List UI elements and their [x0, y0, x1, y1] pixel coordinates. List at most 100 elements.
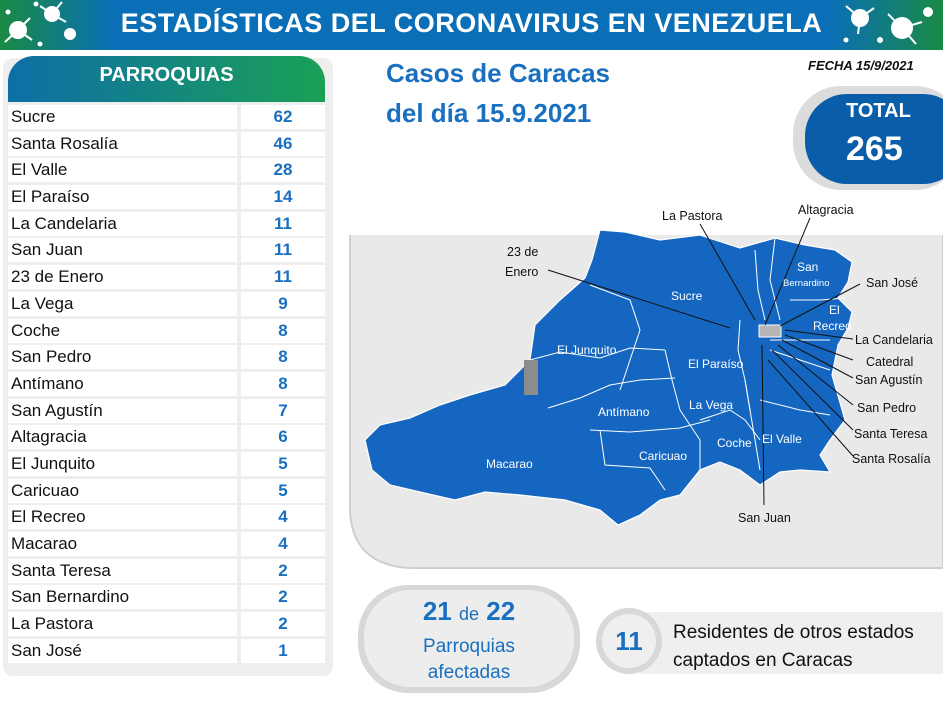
table-row: Coche 8 — [8, 318, 325, 345]
map-label-23-enero-1: 23 de — [507, 245, 538, 259]
parroquias-table: Sucre 62 Santa Rosalía 46 El Valle 28 El Pa… — [8, 104, 325, 664]
parish-cases: 28 — [241, 158, 325, 183]
map-label-san-bernardino-1: San — [797, 260, 818, 274]
map-label-antimano: Antímano — [598, 405, 650, 419]
caracas-map: La Pastora Altagracia 23 de Enero San Jo… — [349, 203, 943, 569]
affected-card — [364, 590, 574, 687]
table-row: El Recreo 4 — [8, 504, 325, 531]
table-row: San Juan 11 — [8, 237, 325, 264]
map-label-el-valle: El Valle — [762, 432, 802, 446]
map-label-altagracia: Altagracia — [798, 203, 854, 217]
table-row: La Vega 9 — [8, 291, 325, 318]
parish-cases: 8 — [241, 318, 325, 343]
table-row: El Junquito 5 — [8, 451, 325, 478]
parish-cases: 8 — [241, 345, 325, 370]
map-label-san-jose: San José — [866, 276, 918, 290]
parish-cases: 14 — [241, 185, 325, 210]
virus-icon — [4, 1, 76, 47]
total-badge — [805, 94, 943, 184]
map-label-el-recreo-1: El — [829, 303, 840, 317]
parish-cases: 46 — [241, 131, 325, 156]
date-label: FECHA 15/9/2021 — [808, 58, 914, 73]
residents-label-2: captados en Caracas — [673, 650, 853, 671]
parish-cases: 4 — [241, 532, 325, 556]
table-row: San Bernardino 2 — [8, 584, 325, 611]
table-heading: PARROQUIAS — [99, 64, 234, 86]
map-gap — [524, 360, 538, 395]
affected-total: 22 — [486, 596, 516, 626]
parish-name: Santa Teresa — [8, 558, 237, 583]
parish-name: 23 de Enero — [8, 265, 237, 290]
table-row: Sucre 62 — [8, 104, 325, 131]
map-label-santa-teresa: Santa Teresa — [854, 427, 927, 441]
affected-of: de — [458, 604, 480, 624]
map-label-23-enero-2: Enero — [505, 265, 538, 279]
page-title: ESTADÍSTICAS DEL CORONAVIRUS EN VENEZUEL… — [120, 8, 823, 38]
map-label-san-pedro: San Pedro — [857, 401, 916, 415]
table-row: Antímano 8 — [8, 371, 325, 398]
parish-cases: 5 — [241, 478, 325, 503]
residents-circle-inner — [602, 614, 656, 668]
parish-name: El Junquito — [8, 451, 237, 476]
parish-name: El Paraíso — [8, 185, 237, 210]
parish-cases: 2 — [241, 585, 325, 610]
parish-cases: 2 — [241, 612, 325, 637]
table-row: El Paraíso 14 — [8, 184, 325, 211]
table-row: 23 de Enero 11 — [8, 264, 325, 291]
table-row: San Agustín 7 — [8, 398, 325, 425]
parish-cases: 11 — [241, 211, 325, 236]
parish-cases: 9 — [241, 291, 325, 316]
cases-subtitle: del día 15.9.2021 — [386, 98, 592, 128]
affected-label-2: afectadas — [427, 662, 511, 683]
table-row: Altagracia 6 — [8, 424, 325, 451]
total-label: TOTAL — [846, 100, 911, 122]
parish-name: San Pedro — [8, 345, 237, 370]
table-header — [8, 56, 325, 102]
virus-icon — [843, 5, 933, 45]
cases-title: Casos de Caracas — [386, 58, 611, 88]
parish-cases: 1 — [241, 638, 325, 663]
map-label-santa-rosalia: Santa Rosalía — [852, 452, 931, 466]
parish-name: La Candelaria — [8, 211, 237, 236]
table-row: Santa Rosalía 46 — [8, 131, 325, 158]
parish-name: Altagracia — [8, 425, 237, 450]
parish-name: El Valle — [8, 158, 237, 183]
catedral-block — [758, 324, 782, 338]
parish-name: Macarao — [8, 532, 237, 556]
parish-name: Coche — [8, 318, 237, 343]
map-label-la-vega: La Vega — [689, 398, 733, 412]
table-row: Macarao 4 — [8, 531, 325, 558]
affected-count-line: 21 de 22 — [364, 596, 574, 627]
affected-count: 21 — [422, 596, 452, 626]
parish-cases: 11 — [241, 265, 325, 290]
map-label-coche: Coche — [717, 436, 752, 450]
map-label-sucre: Sucre — [671, 289, 703, 303]
parish-name: San Bernardino — [8, 585, 237, 610]
parish-name: Santa Rosalía — [8, 131, 237, 156]
map-label-la-candelaria: La Candelaria — [855, 333, 933, 347]
parish-name: Antímano — [8, 371, 237, 396]
parish-name: La Pastora — [8, 612, 237, 637]
table-row: San José 1 — [8, 638, 325, 665]
map-label-la-pastora: La Pastora — [662, 209, 723, 223]
map-label-catedral: Catedral — [866, 355, 913, 369]
parish-cases: 8 — [241, 371, 325, 396]
residents-count: 11 — [615, 626, 643, 656]
parish-cases: 5 — [241, 451, 325, 476]
header-banner — [0, 0, 943, 50]
table-row: Santa Teresa 2 — [8, 558, 325, 585]
table-row: La Pastora 2 — [8, 611, 325, 638]
table-row: El Valle 28 — [8, 157, 325, 184]
parish-cases: 6 — [241, 425, 325, 450]
table-row: La Candelaria 11 — [8, 211, 325, 238]
map-label-macarao: Macarao — [486, 457, 533, 471]
table-row: Caricuao 5 — [8, 478, 325, 505]
map-label-caricuao: Caricuao — [639, 449, 687, 463]
map-label-san-agustin: San Agustín — [855, 373, 922, 387]
parish-cases: 7 — [241, 398, 325, 423]
affected-label-1: Parroquias — [423, 636, 515, 657]
parish-name: San Juan — [8, 238, 237, 263]
map-label-el-paraiso: El Paraíso — [688, 357, 744, 371]
map-label-san-juan: San Juan — [738, 511, 791, 525]
parish-cases: 62 — [241, 105, 325, 129]
